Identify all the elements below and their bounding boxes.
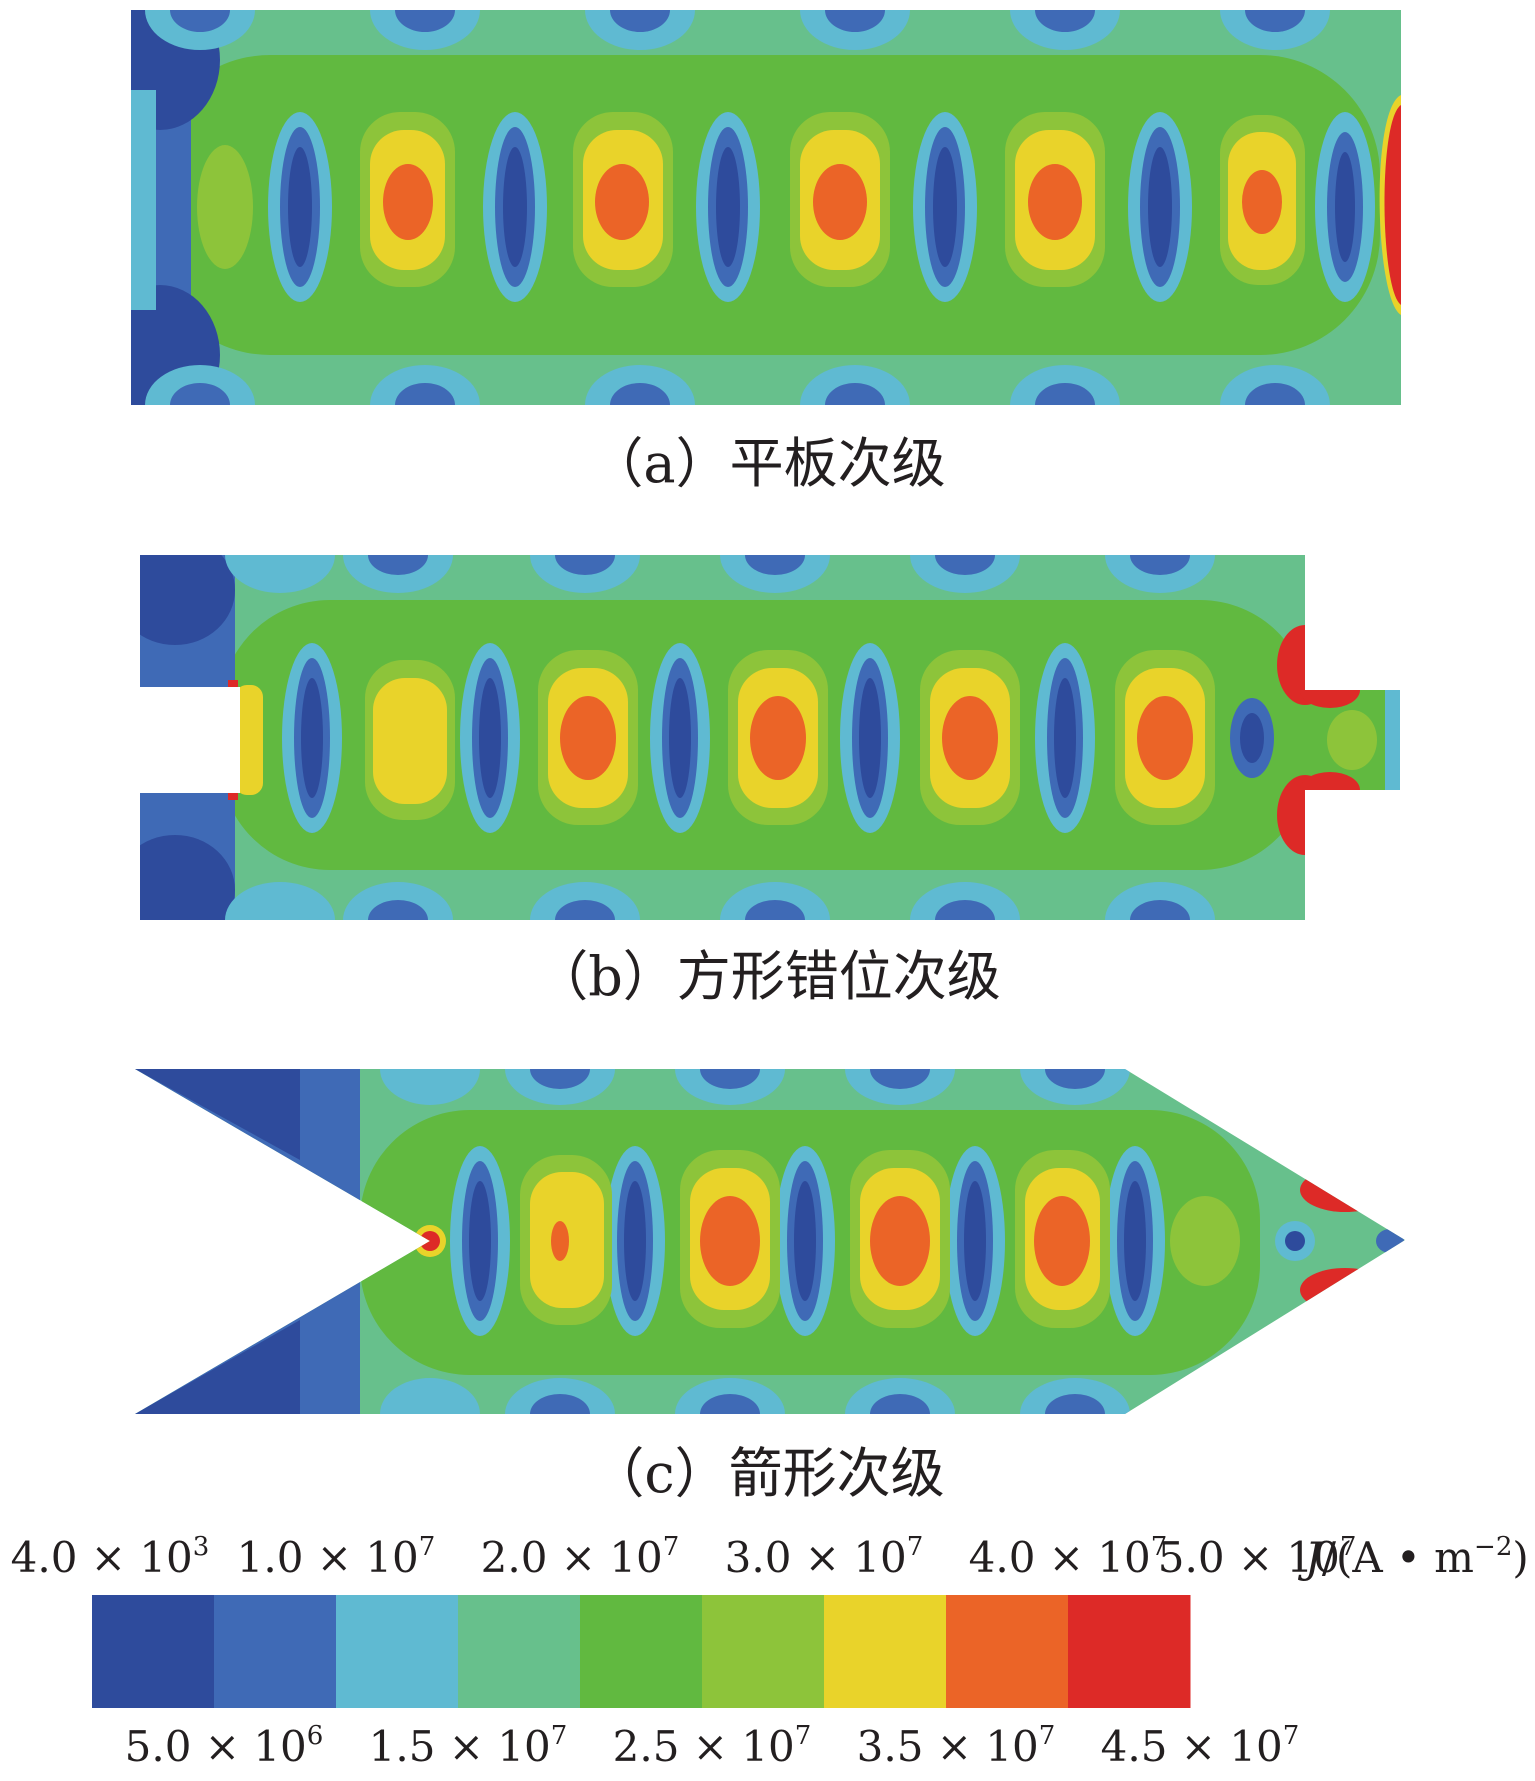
colorbar-tick-label: 2.5 × 107 <box>612 1721 812 1771</box>
colorbar-tick-label: 3.5 × 107 <box>856 1721 1056 1771</box>
panel-c-field <box>135 1069 1405 1414</box>
colorbar-tick-label: 3.0 × 107 <box>724 1532 924 1582</box>
colorbar-swatch <box>458 1595 581 1708</box>
colorbar-swatch <box>92 1595 215 1708</box>
colorbar-swatch <box>824 1595 947 1708</box>
caption-c: （c）箭形次级 <box>590 1442 945 1505</box>
colorbar-swatch <box>946 1595 1069 1708</box>
colorbar-swatch <box>702 1595 825 1708</box>
colorbar-tick-label: 2.0 × 107 <box>480 1532 680 1582</box>
colorbar-swatch <box>1068 1595 1191 1708</box>
colorbar-tick-label: 1.0 × 107 <box>236 1532 436 1582</box>
colorbar-swatch <box>214 1595 337 1708</box>
colorbar-tick-label: 4.0 × 107 <box>968 1532 1168 1582</box>
colorbar-tick-label: 4.0 × 103 <box>10 1532 210 1582</box>
panel-b-field <box>140 555 1400 920</box>
colorbar-swatch <box>580 1595 703 1708</box>
colorbar <box>92 1595 1191 1708</box>
caption-a: （a）平板次级 <box>589 432 946 495</box>
colorbar-tick-label: 5.0 × 106 <box>124 1721 324 1771</box>
colorbar-tick-label: 4.5 × 107 <box>1100 1721 1300 1771</box>
panel-a-field <box>131 10 1401 405</box>
colorbar-unit-label: J/(A • m−2) <box>1305 1532 1529 1582</box>
colorbar-tick-label: 5.0 × 107 <box>1157 1532 1357 1582</box>
colorbar-tick-label: 1.5 × 107 <box>368 1721 568 1771</box>
caption-b: （b）方形错位次级 <box>534 945 1001 1008</box>
colorbar-swatch <box>336 1595 459 1708</box>
